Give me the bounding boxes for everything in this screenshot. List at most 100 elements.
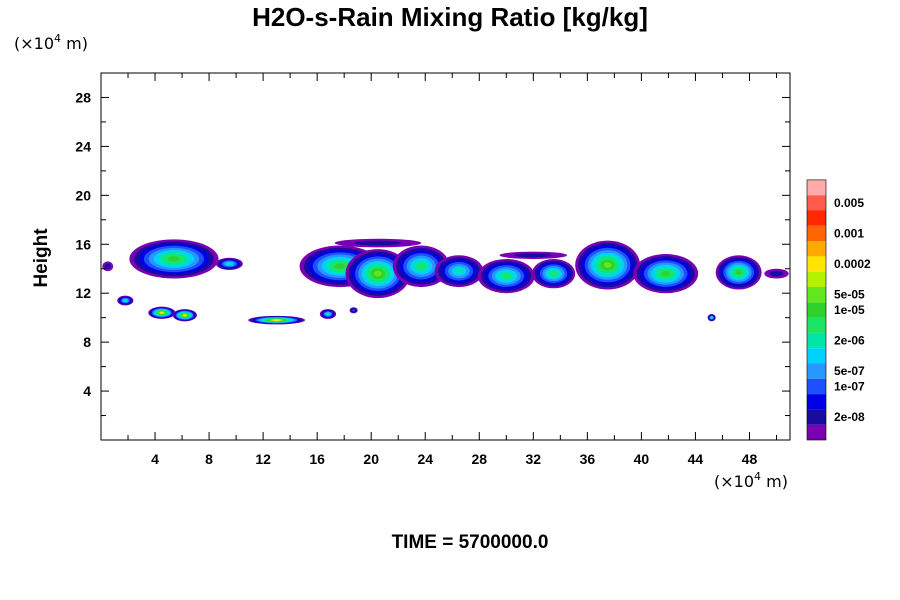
contour-level (710, 316, 713, 319)
colorbar-swatch (807, 317, 826, 333)
x-scale-exponent: 4 (754, 470, 762, 483)
x-scale-base: (×10 (714, 472, 755, 491)
cloud-region (248, 315, 305, 325)
contour-level (454, 268, 464, 274)
cloud-region (172, 309, 197, 322)
cloud-region (764, 268, 789, 279)
cloud-region (707, 313, 716, 322)
contour-level (502, 273, 511, 279)
colorbar-swatch (807, 271, 826, 287)
time-label: TIME = 5700000.0 (391, 532, 549, 553)
cloud-region (575, 240, 641, 290)
y-axis-scale-label: (×104 m) (14, 32, 88, 53)
colorbar-swatch (807, 348, 826, 364)
y-scale-base: (×10 (14, 34, 55, 53)
colorbar-swatch (807, 378, 826, 395)
y-scale-exponent: 4 (54, 32, 62, 45)
y-scale-unit: m) (61, 34, 88, 53)
cloud-region (499, 251, 568, 259)
cloud-region (129, 239, 219, 279)
y-tick-label: 8 (83, 334, 91, 350)
x-tick-label: 16 (309, 451, 325, 467)
chart-title: H2O-s-Rain Mixing Ratio [kg/kg] (252, 2, 648, 32)
colorbar-swatch (807, 363, 826, 379)
x-scale-unit: m) (761, 472, 788, 491)
y-tick-label: 12 (75, 285, 91, 301)
colorbar-label: 5e-05 (834, 288, 865, 302)
cloud-region (215, 257, 243, 270)
contour-level (168, 256, 180, 262)
contour-level (334, 263, 346, 269)
contour-level (514, 253, 552, 258)
cloud-region (477, 258, 535, 294)
x-tick-label: 24 (417, 451, 433, 467)
contour-level (227, 262, 232, 265)
x-axis-scale-label: (×104 m) (714, 470, 788, 491)
cloud-region (102, 261, 114, 272)
colorbar-label: 0.001 (834, 226, 864, 240)
colorbar-frame (806, 179, 827, 441)
y-tick-label: 4 (83, 383, 91, 399)
x-tick-label: 36 (580, 451, 596, 467)
cloud-region (715, 255, 762, 290)
contour-level (352, 309, 355, 312)
y-tick-label: 20 (75, 187, 91, 203)
contour-level (417, 263, 426, 270)
x-tick-label: 28 (471, 451, 487, 467)
contour-level (160, 311, 164, 314)
colorbar-swatch (807, 394, 826, 410)
x-tick-label: 44 (688, 451, 704, 467)
contour-level (273, 319, 280, 322)
y-tick-label: 24 (75, 138, 91, 154)
colorbar-swatch (807, 256, 826, 272)
colorbar-swatch (807, 302, 826, 318)
y-tick-label: 28 (75, 89, 91, 105)
colorbar-swatch (807, 179, 826, 196)
cloud-region (334, 238, 422, 248)
contour-level (183, 314, 186, 317)
contour-level (769, 270, 784, 277)
x-tick-label: 32 (526, 451, 542, 467)
colorbar-label: 0.005 (834, 196, 864, 210)
colorbar-label: 1e-07 (834, 379, 865, 393)
x-tick-label: 12 (255, 451, 271, 467)
cloud-region (633, 254, 699, 294)
contour-level (550, 271, 557, 276)
colorbar-swatch (807, 195, 826, 211)
cloud-region (117, 295, 134, 306)
cloud-region (531, 258, 576, 289)
cloud-region (392, 245, 450, 288)
contour-level (326, 312, 330, 315)
contour-level (104, 263, 111, 269)
colorbar-label: 5e-07 (834, 364, 865, 378)
colorbar-label: 2e-06 (834, 334, 865, 348)
colorbar-swatch (807, 225, 826, 242)
cloud-region (349, 307, 358, 314)
x-tick-label: 20 (363, 451, 379, 467)
contour-level (661, 271, 670, 277)
x-tick-label: 8 (205, 451, 213, 467)
cloud-region (434, 255, 484, 288)
cloud-region (319, 309, 337, 319)
colorbar-swatch (807, 424, 826, 440)
colorbar-swatch (807, 241, 826, 257)
colorbar-label: 1e-05 (834, 303, 865, 317)
contour-level (603, 262, 612, 268)
colorbar-swatch (807, 332, 826, 349)
cloud-region (148, 306, 176, 319)
contour-level (354, 240, 402, 246)
colorbar-swatch (807, 210, 826, 226)
contour-field (102, 238, 789, 325)
colorbar-label: 2e-08 (834, 410, 865, 424)
y-tick-label: 16 (75, 236, 91, 252)
contour-level (735, 270, 742, 275)
plot-frame (100, 72, 791, 441)
x-tick-label: 4 (151, 451, 159, 467)
x-tick-label: 40 (634, 451, 650, 467)
colorbar-swatch (807, 409, 826, 425)
contour-level (374, 270, 382, 277)
colorbar-label: 0.0002 (834, 257, 871, 271)
